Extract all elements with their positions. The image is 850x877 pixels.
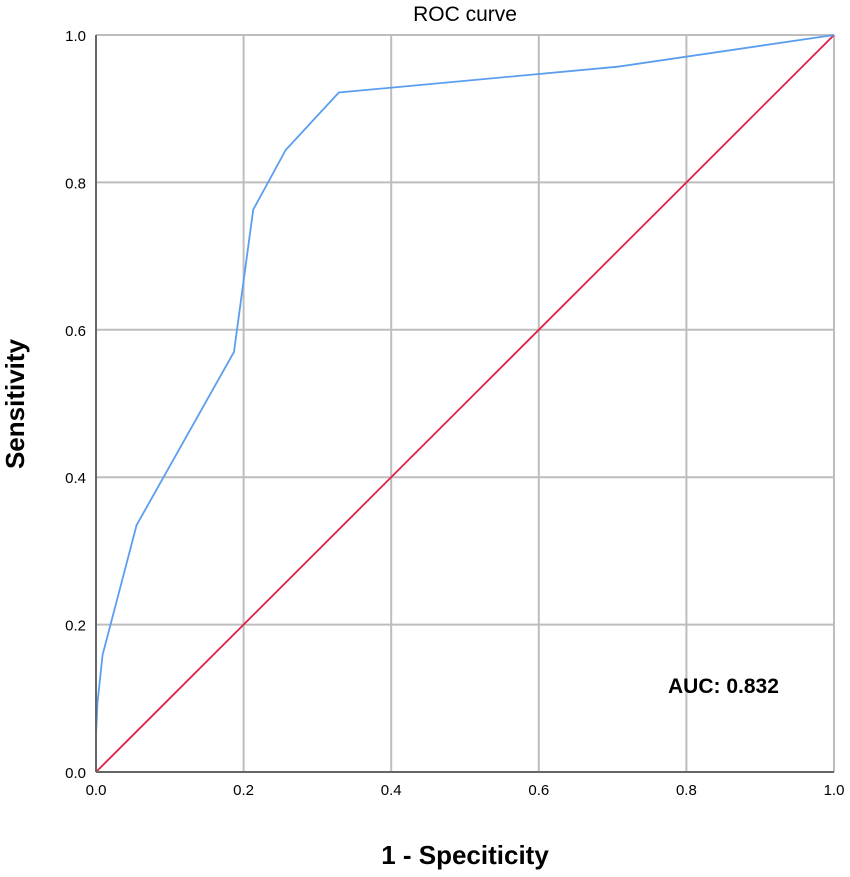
y-tick-label: 0.2 [65,618,86,635]
y-tick-label: 0.8 [65,175,86,192]
grid [95,34,835,773]
y-axis-label: Sensitivity [0,338,30,469]
x-tick-label: 0.2 [233,782,254,799]
y-tick-label: 0.6 [65,323,86,340]
y-tick-label: 0.0 [65,765,86,782]
x-tick-label: 0.4 [381,782,402,799]
tick-labels: 0.0 0.2 0.4 0.6 0.8 1.0 0.0 0.2 0.4 0.6 0.8 1.0 [65,28,844,799]
auc-annotation: AUC: 0.832 [668,675,779,698]
y-tick-label: 1.0 [65,28,86,45]
chart-title: ROC curve [413,3,517,26]
x-tick-label: 0.8 [676,782,697,799]
x-tick-label: 1.0 [824,782,845,799]
y-tick-label: 0.4 [65,470,86,487]
x-tick-label: 0.0 [86,782,107,799]
reference-diagonal-line [95,34,835,773]
series-lines [95,34,835,773]
axes [95,35,834,773]
x-axis-label: 1 - Speciticity [381,840,549,870]
x-tick-label: 0.6 [528,782,549,799]
